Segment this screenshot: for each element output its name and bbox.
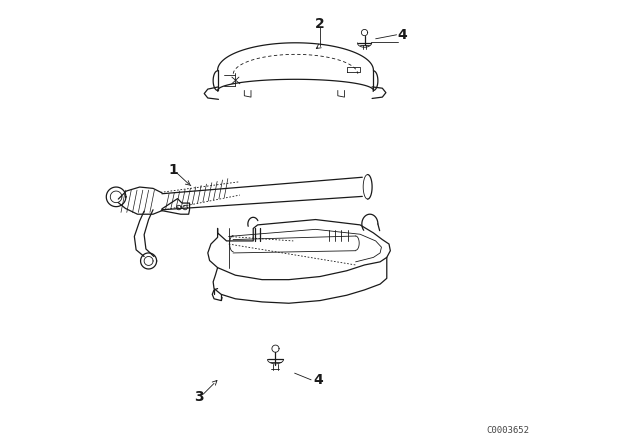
Text: 2: 2 <box>315 17 325 30</box>
Text: 1: 1 <box>168 163 178 177</box>
Text: 4: 4 <box>313 373 323 387</box>
Text: 3: 3 <box>194 390 204 404</box>
Text: C0003652: C0003652 <box>486 426 529 435</box>
Text: 4: 4 <box>397 28 407 42</box>
